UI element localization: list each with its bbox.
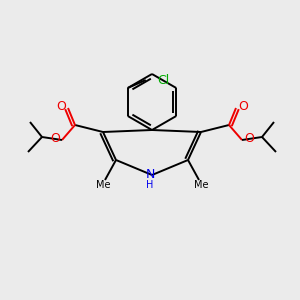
Text: O: O — [238, 100, 248, 113]
Text: Cl: Cl — [158, 74, 170, 86]
Text: Me: Me — [194, 180, 208, 190]
Text: O: O — [56, 100, 66, 113]
Text: Me: Me — [96, 180, 110, 190]
Text: O: O — [50, 133, 60, 146]
Text: N: N — [145, 169, 155, 182]
Text: O: O — [244, 133, 254, 146]
Text: H: H — [146, 180, 154, 190]
